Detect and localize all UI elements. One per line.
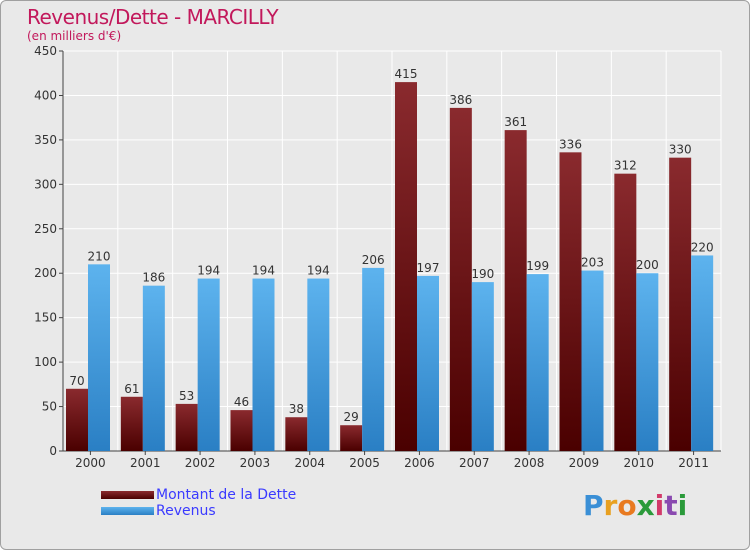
data-label-revenue-2006: 197 <box>417 261 440 275</box>
data-label-revenue-2009: 203 <box>581 256 604 270</box>
x-tick-label-2009: 2009 <box>569 456 600 470</box>
x-tick-label-2002: 2002 <box>185 456 216 470</box>
data-label-debt-2010: 312 <box>614 159 637 173</box>
y-tick-label-150: 150 <box>34 311 57 325</box>
chart-title: Revenus/Dette - MARCILLY <box>27 5 279 29</box>
legend-swatch-debt <box>101 491 154 499</box>
data-label-debt-2002: 53 <box>179 389 194 403</box>
logo-letter: o <box>617 489 637 522</box>
bar-debt-2005 <box>340 425 363 451</box>
logo-letter: i <box>677 489 688 522</box>
bar-revenue-2008 <box>526 274 549 451</box>
data-label-debt-2005: 29 <box>344 410 359 424</box>
data-label-revenue-2004: 194 <box>307 264 330 278</box>
bar-revenue-2007 <box>471 282 494 451</box>
data-label-revenue-2001: 186 <box>142 271 165 285</box>
bar-debt-2003 <box>230 410 253 451</box>
y-tick-label-50: 50 <box>42 400 57 414</box>
bar-revenue-2006 <box>417 275 439 451</box>
x-tick-label-2006: 2006 <box>404 456 435 470</box>
bar-debt-2011 <box>669 157 692 451</box>
bar-revenue-2010 <box>636 273 659 451</box>
bar-revenue-2002 <box>197 278 220 451</box>
chart-subtitle: (en milliers d'€) <box>27 29 122 43</box>
y-tick-label-450: 450 <box>34 44 57 58</box>
data-label-debt-2008: 361 <box>504 115 527 129</box>
data-label-debt-2001: 61 <box>124 382 139 396</box>
bar-debt-2007 <box>449 107 472 451</box>
logo-letter: x <box>636 489 655 522</box>
legend-swatch-revenue <box>101 507 154 515</box>
y-tick-label-400: 400 <box>34 88 57 102</box>
x-tick-label-2001: 2001 <box>130 456 161 470</box>
data-label-debt-2000: 70 <box>69 374 84 388</box>
data-label-revenue-2003: 194 <box>252 264 275 278</box>
bar-debt-2009 <box>559 152 582 452</box>
logo-letter: r <box>603 489 618 522</box>
bars <box>66 82 714 452</box>
bar-debt-2004 <box>285 417 308 451</box>
bar-revenue-2003 <box>252 278 275 451</box>
x-tick-label-2008: 2008 <box>514 456 545 470</box>
y-tick-label-200: 200 <box>34 266 57 280</box>
data-labels: 70 210 61 186 53 194 46 194 38 194 29 206 415 197 386 1… <box>69 67 713 424</box>
bar-revenue-2000 <box>88 264 110 451</box>
bar-debt-2008 <box>504 130 527 451</box>
data-label-debt-2011: 330 <box>669 143 692 157</box>
bar-debt-2002 <box>175 403 198 451</box>
legend-item-debt: Montant de la Dette <box>101 487 296 503</box>
y-tick-label-0: 0 <box>49 444 57 458</box>
bar-revenue-2005 <box>362 267 385 451</box>
bar-debt-2010 <box>614 173 637 451</box>
y-tick-label-350: 350 <box>34 133 57 147</box>
x-tick-label-2000: 2000 <box>75 456 106 470</box>
legend-label-revenue: Revenus <box>156 503 216 519</box>
bar-debt-2001 <box>120 396 143 451</box>
bar-revenue-2004 <box>307 278 330 451</box>
y-tick-label-300: 300 <box>34 177 57 191</box>
legend-label-debt: Montant de la Dette <box>156 487 297 503</box>
bar-revenue-2001 <box>142 285 165 451</box>
x-tick-label-2007: 2007 <box>459 456 490 470</box>
data-label-revenue-2010: 200 <box>636 258 659 272</box>
x-tick-label-2004: 2004 <box>294 456 325 470</box>
bar-debt-2006 <box>395 82 417 451</box>
data-label-debt-2006: 415 <box>395 67 418 81</box>
x-tick-label-2005: 2005 <box>349 456 380 470</box>
data-label-revenue-2008: 199 <box>526 259 549 273</box>
bar-revenue-2009 <box>581 270 604 451</box>
data-label-debt-2004: 38 <box>289 402 304 416</box>
data-label-revenue-2000: 210 <box>88 249 111 263</box>
bar-debt-2000 <box>66 388 88 451</box>
data-label-revenue-2011: 220 <box>691 240 714 254</box>
y-tick-label-250: 250 <box>34 222 57 236</box>
x-tick-label-2011: 2011 <box>678 456 709 470</box>
data-label-revenue-2005: 206 <box>362 253 385 267</box>
data-label-debt-2007: 386 <box>449 93 472 107</box>
data-label-revenue-2007: 190 <box>471 267 494 281</box>
bar-revenue-2011 <box>691 255 714 451</box>
logo-letter: t <box>664 489 678 522</box>
data-label-debt-2003: 46 <box>234 395 249 409</box>
logo-letter: P <box>583 489 604 522</box>
y-tick-label-100: 100 <box>34 355 57 369</box>
logo-letter: i <box>654 489 665 522</box>
legend-item-revenue: Revenus <box>101 503 296 519</box>
x-tick-label-2003: 2003 <box>240 456 271 470</box>
data-label-debt-2009: 336 <box>559 137 582 151</box>
data-label-revenue-2002: 194 <box>197 264 220 278</box>
proxiti-logo: Proxiti <box>583 489 687 522</box>
x-tick-label-2010: 2010 <box>623 456 654 470</box>
legend: Montant de la Dette Revenus <box>101 487 296 519</box>
